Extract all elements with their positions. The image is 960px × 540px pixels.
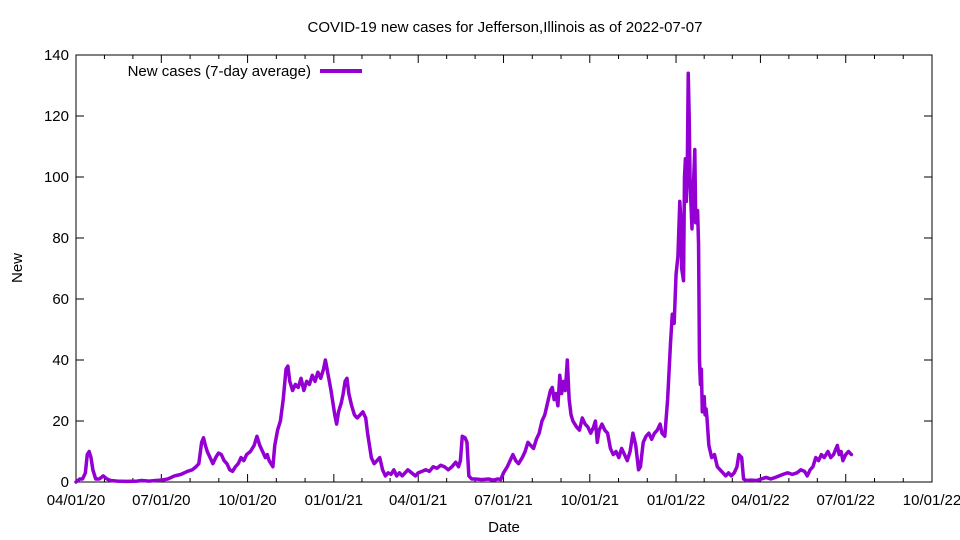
x-tick-label: 04/01/20 [47, 492, 105, 509]
x-axis-tick-labels: 04/01/20 07/01/20 10/01/20 01/01/21 04/01/21… [47, 492, 960, 509]
legend: New cases (7-day average) [128, 63, 362, 80]
y-tick-label: 100 [44, 169, 69, 186]
x-tick-label: 10/01/22 [903, 492, 960, 509]
series-layer [74, 71, 854, 484]
x-tick-label: 01/01/21 [305, 492, 363, 509]
axis-ticks [75, 54, 933, 483]
y-tick-label: 120 [44, 108, 69, 125]
x-tick-label: 10/01/21 [561, 492, 619, 509]
x-axis-label: Date [488, 519, 520, 536]
y-tick-label: 80 [52, 230, 69, 247]
legend-label: New cases (7-day average) [128, 63, 311, 80]
x-tick-label: 01/01/22 [647, 492, 705, 509]
x-tick-label: 10/01/20 [218, 492, 276, 509]
y-tick-label: 0 [61, 474, 69, 491]
y-axis-tick-labels: 0 20 40 60 80 100 120 140 [44, 47, 69, 491]
y-tick-label: 20 [52, 413, 69, 430]
x-tick-label: 07/01/22 [817, 492, 875, 509]
plot-area-border [75, 54, 933, 483]
y-tick-label: 60 [52, 291, 69, 308]
y-axis-label: New [9, 253, 26, 283]
x-tick-label: 04/01/21 [389, 492, 447, 509]
x-tick-label: 04/01/22 [731, 492, 789, 509]
chart-title: COVID-19 new cases for Jefferson,Illinoi… [308, 19, 703, 36]
x-tick-label: 07/01/21 [474, 492, 532, 509]
y-tick-label: 40 [52, 352, 69, 369]
y-tick-label: 140 [44, 47, 69, 64]
x-tick-label: 07/01/20 [132, 492, 190, 509]
series-line-new-cases [74, 71, 854, 484]
